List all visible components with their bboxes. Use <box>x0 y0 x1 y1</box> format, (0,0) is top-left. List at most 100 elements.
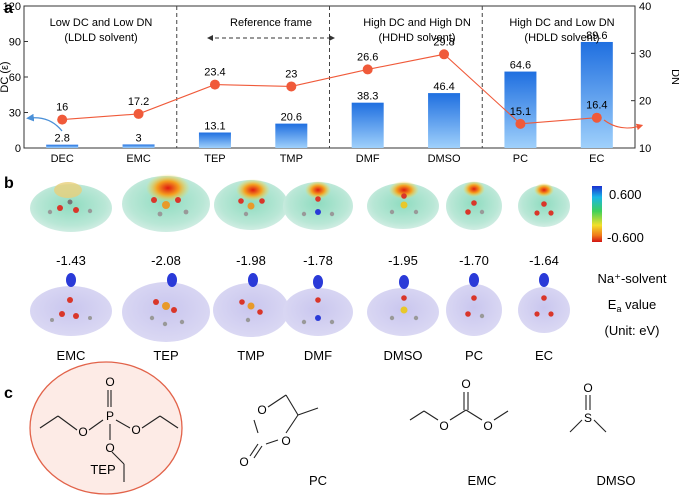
region-separators <box>176 6 483 148</box>
emc-atom-o-carbonyl: O <box>461 377 470 391</box>
bar-label-dmf: 38.3 <box>357 91 378 103</box>
y2-tick-label-0: 10 <box>639 143 651 155</box>
complex-tmp <box>213 273 289 337</box>
ea-value-pc: -1.70 <box>459 253 489 268</box>
dn-label-dmso: 29.8 <box>433 36 454 48</box>
y-tick-label-4: 120 <box>3 1 21 13</box>
bar-ec <box>580 41 613 149</box>
esp-scale-min: -0.600 <box>607 230 644 245</box>
structure-pc: O O O PC <box>239 394 327 488</box>
ea-value-ec: -1.64 <box>529 253 559 268</box>
esp-pc <box>446 181 502 230</box>
solvent-name-tep: TEP <box>153 348 178 363</box>
dc-dn-chart: 2.8 313.120.638.346.464.689.6 16 17.223.4 2… <box>0 1 679 165</box>
x-tick-label-emc: EMC <box>126 153 151 165</box>
ea-values: -1.43 -2.08 -1.98 -1.78 -1.95 -1.70 -1.64 <box>56 253 559 268</box>
dn-point-ec <box>591 112 602 123</box>
tep-atom-p: P <box>106 409 114 423</box>
esp-dmso <box>367 181 439 229</box>
ea-symbol: E <box>608 297 617 312</box>
region-hdhd-title: High DC and High DN <box>363 17 471 29</box>
panel-label-b: b <box>4 175 14 192</box>
bar-label-dec: 2.8 <box>55 133 70 145</box>
dc-bars: 2.8 3 13.1 20.6 38.3 46.4 64.6 89.6 <box>46 30 613 149</box>
ea-value-legend: Ea value <box>608 297 656 314</box>
x-tick-label-dmso: DMSO <box>428 153 461 165</box>
pc-atom-o-carbonyl: O <box>239 455 248 469</box>
bar-label-tmp: 20.6 <box>281 112 302 124</box>
bar-label-emc: 3 <box>136 132 142 144</box>
ea-subscript: a <box>616 304 621 314</box>
solvent-name-ec: EC <box>535 348 553 363</box>
y-tick-label-3: 90 <box>9 37 21 49</box>
tep-atom-o-bottom: O <box>105 441 114 455</box>
pc-atom-o-top: O <box>257 403 266 417</box>
solvent-names: EMC TEP TMP DMF DMSO PC EC <box>57 348 553 363</box>
esp-emc <box>30 182 112 232</box>
emc-atom-o-right: O <box>483 419 492 433</box>
y2-axis-label: DN <box>669 69 679 85</box>
x-tick-label-tep: TEP <box>204 153 225 165</box>
ea-value-tep: -2.08 <box>151 253 181 268</box>
esp-ec <box>518 183 570 227</box>
region-reference-title: Reference frame <box>230 17 312 29</box>
y2-tick-label-3: 40 <box>639 1 651 13</box>
ea-value-emc: -1.43 <box>56 253 86 268</box>
dn-label-tep: 23.4 <box>204 67 225 79</box>
complex-dmf <box>283 275 353 336</box>
esp-tep <box>122 174 210 232</box>
y-tick-label-2: 60 <box>9 72 21 84</box>
bar-dec <box>46 144 79 148</box>
dec-arrow <box>26 113 63 132</box>
y2-tick-label-1: 20 <box>639 96 651 108</box>
region-ldld-title: Low DC and Low DN <box>50 17 153 29</box>
bar-label-pc: 64.6 <box>510 60 531 72</box>
panel-label-a: a <box>4 0 13 17</box>
x-tick-label-ec: EC <box>589 153 604 165</box>
na-solvent-legend: Na⁺-solvent <box>598 271 667 286</box>
esp-tmp <box>214 179 288 230</box>
region-hdld-title: High DC and Low DN <box>509 17 614 29</box>
panel-label-c: c <box>4 385 13 402</box>
dn-line <box>62 53 597 125</box>
y-tick-label-1: 30 <box>9 108 21 120</box>
complex-ec <box>518 273 570 333</box>
bar-dmf <box>351 102 384 148</box>
tep-atom-o-right: O <box>131 423 140 437</box>
bar-emc <box>122 144 155 148</box>
x-tick-label-pc: PC <box>513 153 528 165</box>
unit-legend: (Unit: eV) <box>605 323 660 338</box>
dn-point-dmf <box>362 64 373 75</box>
dn-point-pc <box>515 118 526 129</box>
structure-emc: O O O EMC <box>409 377 509 488</box>
tep-atom-o-top: O <box>105 375 114 389</box>
dn-label-pc: 15.1 <box>510 106 531 118</box>
solvent-name-emc: EMC <box>57 348 86 363</box>
left-axis: 0 30 60 90 120 <box>3 1 28 155</box>
bar-label-dmso: 46.4 <box>433 81 454 93</box>
esp-dmf <box>283 181 353 230</box>
ea-value-tmp: -1.98 <box>236 253 266 268</box>
solvent-name-dmso: DMSO <box>384 348 423 363</box>
solvent-name-pc: PC <box>465 348 483 363</box>
structure-tep: O P O O O TEP <box>29 361 183 495</box>
region-hdld-subtitle: (HDLD solvent) <box>524 32 599 44</box>
region-ldld-subtitle: (LDLD solvent) <box>64 32 137 44</box>
ec-arrow <box>603 119 644 131</box>
dn-line-series: 16 17.2 23.4 23 26.6 29.8 15.1 16.4 <box>56 36 608 129</box>
x-tick-label-dec: DEC <box>51 153 74 165</box>
dn-label-tmp: 23 <box>285 68 297 80</box>
y2-tick-label-2: 30 <box>639 48 651 60</box>
complex-tep <box>122 273 210 342</box>
dn-point-emc <box>133 108 144 119</box>
dn-label-dec: 16 <box>56 102 68 114</box>
complex-pc <box>446 273 502 336</box>
dn-point-tmp <box>286 81 297 92</box>
ea-value-dmso: -1.95 <box>388 253 418 268</box>
x-axis: DEC EMC TEP TMP DMF DMSO PC EC <box>51 153 605 165</box>
pc-atom-o-bottom: O <box>281 434 290 448</box>
solvent-name-dmf: DMF <box>304 348 332 363</box>
ea-value-dmf: -1.78 <box>303 253 333 268</box>
complex-emc <box>30 273 112 336</box>
